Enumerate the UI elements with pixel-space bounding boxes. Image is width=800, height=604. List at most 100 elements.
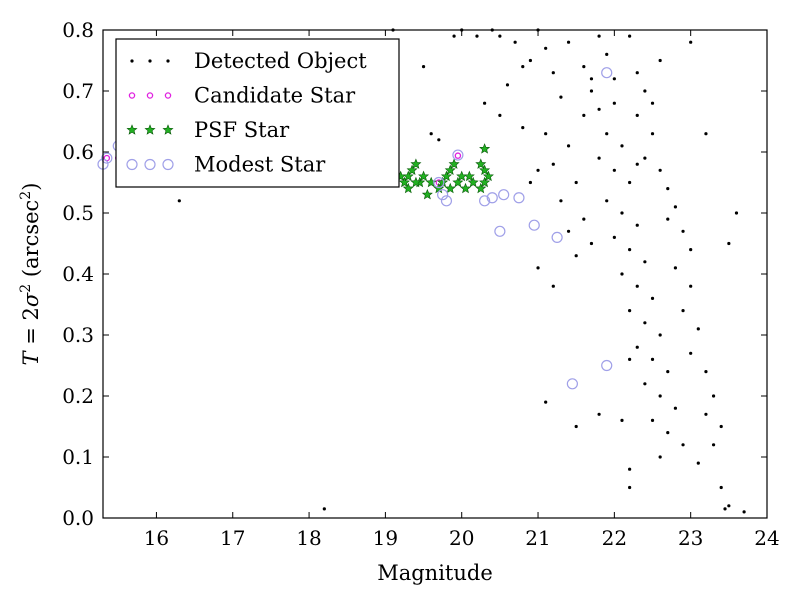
data-point [597, 412, 601, 416]
legend-marker [126, 158, 138, 171]
legend-marker [146, 92, 154, 99]
data-point [711, 443, 716, 447]
legend-marker [162, 158, 174, 171]
data-point [551, 162, 555, 166]
data-point [635, 284, 639, 288]
data-point [620, 144, 624, 148]
data-point [544, 46, 548, 50]
data-point [475, 158, 487, 169]
y-tick-label: 0.0 [62, 506, 94, 530]
data-point [704, 132, 708, 136]
data-point [689, 248, 693, 252]
x-tick-label: 24 [754, 526, 779, 550]
data-point [635, 162, 639, 166]
data-point [681, 309, 685, 313]
data-point [666, 217, 670, 221]
data-point [650, 357, 655, 361]
data-point [589, 241, 594, 246]
data-point [505, 83, 510, 87]
data-point [704, 412, 708, 416]
data-point [574, 180, 578, 185]
data-point [589, 89, 594, 93]
data-point [628, 248, 632, 252]
data-point [658, 333, 662, 337]
legend-entry: Detected Object [130, 49, 367, 73]
x-tick-label: 23 [678, 526, 703, 550]
x-axis-title: Magnitude [377, 561, 493, 585]
y-axis-title-sigma: σ [19, 292, 43, 307]
data-point [605, 52, 609, 57]
y-tick-label: 0.1 [62, 445, 94, 469]
data-point [566, 144, 571, 148]
data-point [620, 418, 624, 422]
data-point [551, 231, 563, 243]
data-point [597, 156, 601, 160]
data-point [444, 182, 456, 194]
data-point [742, 510, 746, 514]
y-axis-title-unit-close: ) [19, 183, 43, 191]
legend-entry: Modest Star [126, 153, 326, 177]
data-point [582, 217, 586, 221]
data-point [475, 182, 487, 194]
data-point [696, 461, 700, 465]
data-point [635, 223, 639, 227]
data-point [566, 40, 571, 44]
data-point [486, 192, 498, 204]
data-point [689, 284, 693, 288]
x-tick-label: 19 [373, 526, 398, 550]
data-point [681, 443, 685, 447]
data-point [551, 284, 555, 288]
y-axis-title-unit-exponent: 2 [18, 191, 34, 200]
data-point [437, 138, 441, 142]
y-tick-label: 0.4 [62, 262, 94, 286]
data-point [452, 149, 464, 161]
data-point [681, 229, 685, 233]
series-0 [116, 28, 746, 514]
legend-label: PSF Star [194, 118, 290, 142]
y-axis-title-equals: = 2 [19, 307, 43, 351]
data-point [479, 164, 491, 176]
data-point [559, 199, 563, 203]
data-point [460, 182, 472, 194]
data-point [544, 400, 548, 404]
data-point [734, 211, 739, 215]
legend-marker [148, 59, 152, 63]
data-point [479, 176, 491, 188]
x-tick-label: 22 [602, 526, 627, 550]
data-point [650, 418, 655, 422]
data-point [433, 176, 445, 189]
data-point [643, 260, 647, 264]
x-tick-label: 21 [525, 526, 550, 550]
data-point [582, 65, 586, 69]
data-point [711, 394, 716, 398]
data-point [689, 40, 693, 44]
legend-marker [130, 59, 134, 63]
legend-marker [144, 124, 156, 135]
data-point [727, 241, 731, 246]
data-point [574, 254, 578, 258]
legend-label: Detected Object [194, 49, 367, 73]
data-point [696, 327, 700, 331]
data-point [658, 455, 662, 459]
legend-entry: Candidate Star [128, 84, 356, 108]
data-point [398, 176, 410, 188]
data-point [666, 187, 670, 191]
data-point [440, 195, 453, 207]
legend-label: Modest Star [194, 153, 326, 177]
data-point [628, 34, 632, 38]
y-tick-label: 0.7 [62, 79, 94, 103]
legend-entry: PSF Star [126, 118, 290, 142]
data-point [437, 176, 449, 188]
data-point [498, 34, 502, 38]
x-tick-label: 20 [449, 526, 474, 550]
x-axis-ticks: 16 17 18 19 20 21 22 23 24 [144, 30, 780, 550]
data-point [628, 467, 632, 471]
legend-marker [166, 59, 170, 63]
data-point [448, 158, 460, 169]
x-tick-label: 16 [144, 526, 169, 550]
data-marks [97, 28, 746, 514]
legend-marker [144, 158, 156, 171]
data-point [101, 152, 113, 164]
